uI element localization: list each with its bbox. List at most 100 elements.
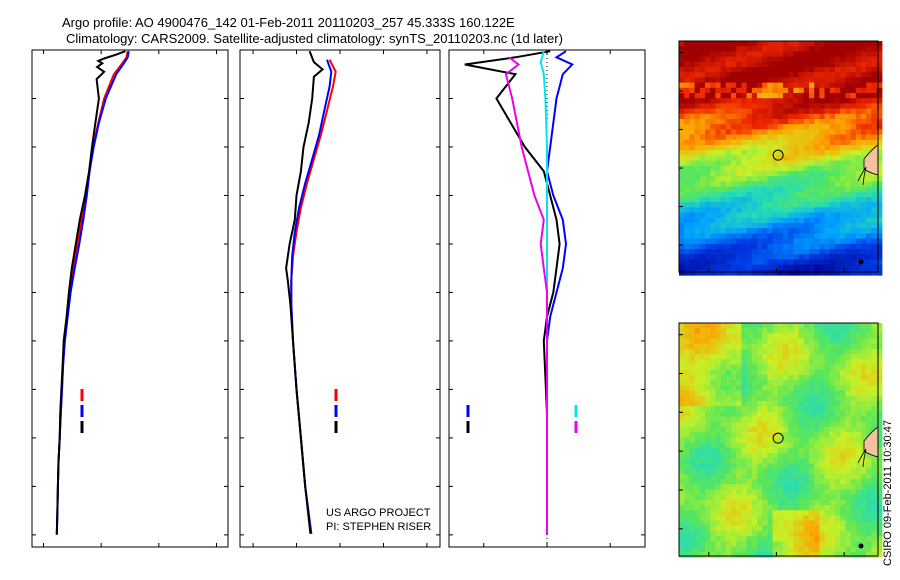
map-cell [809,181,815,188]
map-cell [835,119,841,125]
map-cell [767,67,774,73]
map-cell [746,134,753,141]
map-cell [855,82,862,89]
map-cell [835,349,841,355]
map-cell [829,171,836,177]
map-cell [684,61,690,68]
map-cell [845,108,852,115]
map-cell [855,442,862,449]
map-cell [720,531,727,537]
map-cell [788,510,794,516]
map-cell [871,108,878,115]
map-cell [835,264,841,271]
map-cell [689,343,696,350]
map-cell [689,223,696,229]
map-cell [840,364,846,371]
map-cell [855,98,862,104]
map-cell [861,98,867,104]
map-cell [861,238,867,245]
map-cell [809,56,815,63]
map-cell [731,369,737,376]
map-cell [819,323,826,329]
map-cell [694,243,701,250]
coastline-detail [857,448,867,468]
map-cell [757,390,763,397]
map-cell [845,401,852,407]
map-cell [746,338,753,345]
map-cell [699,447,706,454]
map-cell [741,186,748,193]
map-cell [793,546,800,553]
map-cell [861,385,867,392]
map-cell [762,155,768,162]
map-cell [819,411,826,418]
map-cell [861,155,867,162]
map-cell [803,217,810,224]
map-cell [829,442,836,449]
map-cell [751,171,758,177]
map-cell [679,401,685,407]
map-cell [699,259,706,266]
map-cell [850,93,857,99]
map-cell [736,385,742,392]
map-cell [814,202,820,208]
map-cell [694,171,701,177]
map-cell [840,369,846,376]
map-cell [679,98,685,104]
map-cell [741,390,748,397]
map-cell [824,551,831,558]
map-cell [871,333,878,340]
map-cell [705,432,711,438]
map-cell [762,369,768,376]
map-cell [705,468,711,475]
map-cell [824,463,831,470]
map-cell [876,525,883,532]
map-cell [694,510,701,516]
map-cell [803,223,810,229]
map-cell [725,61,732,68]
map-cell [741,233,748,240]
map-cell [757,46,763,52]
series-line-2 [285,50,325,534]
map-cell [684,479,690,485]
map-cell [777,416,784,423]
map-cell [741,406,748,412]
map-cell [694,181,701,188]
map-cell [814,238,820,245]
map-cell [819,531,826,537]
map-cell [845,411,852,418]
map-cell [777,228,784,234]
map-cell [855,139,862,146]
map-cell [814,160,820,167]
map-cell [772,479,779,485]
island-marker [858,259,864,265]
map-cell [751,390,758,397]
map-cell [829,113,836,120]
map-cell [798,254,805,260]
map-cell [803,207,810,214]
map-cell [725,328,732,334]
map-cell [751,103,758,110]
map-cell [757,139,763,146]
map-cell [746,87,753,94]
map-cell [715,259,722,266]
map-cell [829,479,836,485]
map-cell [814,77,820,84]
map-cell [855,323,862,329]
map-cell [835,458,841,464]
map-cell [705,217,711,224]
map-cell [731,223,737,229]
map-cell [840,499,846,506]
map-cell [762,223,768,229]
map-cell [720,473,727,480]
map-cell [850,499,857,506]
map-cell [777,432,784,438]
map-cell [803,421,810,428]
map-cell [845,46,852,52]
map-cell [725,197,732,203]
map-cell [741,197,748,203]
map-cell [772,139,779,146]
map-cell [762,243,768,250]
map-cell [803,546,810,553]
map-cell [699,494,706,501]
